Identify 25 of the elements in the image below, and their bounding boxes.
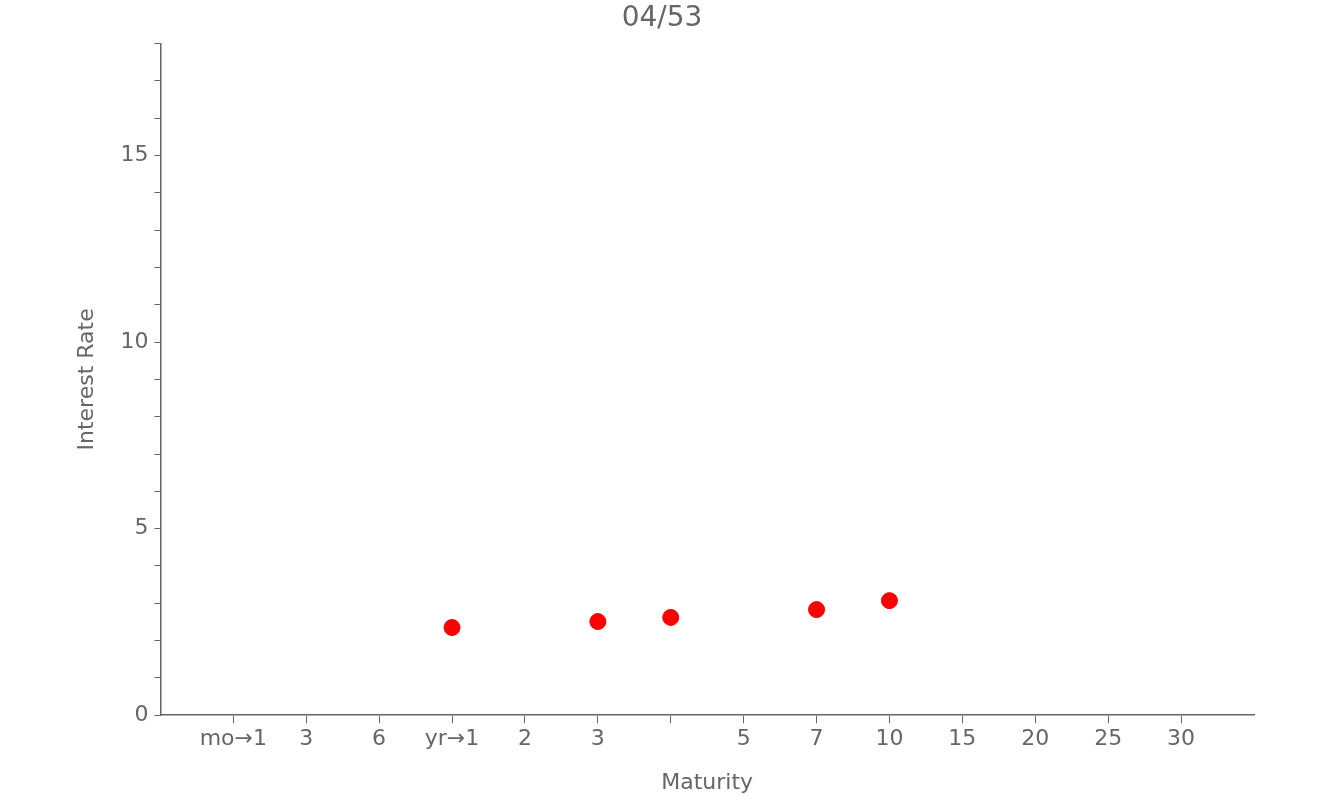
y-tick-label: 15 xyxy=(120,141,149,167)
point xyxy=(880,592,898,610)
x-tick-label: mo→1 xyxy=(199,725,267,751)
x-axis-title: Maturity xyxy=(661,768,754,794)
y-tick-label: 5 xyxy=(134,514,149,540)
y-tick-label: 10 xyxy=(120,327,149,353)
x-tick-label: 30 xyxy=(1167,725,1196,751)
x-tick-label: yr→1 xyxy=(424,725,480,751)
x-tick-label: 20 xyxy=(1021,725,1050,751)
x-tick-label: 6 xyxy=(372,725,387,751)
point xyxy=(589,613,607,631)
x-tick-label: 15 xyxy=(948,725,977,751)
x-tick-label: 3 xyxy=(299,725,314,751)
y-axis-title: Interest Rate xyxy=(72,308,98,451)
point xyxy=(443,619,461,637)
x-tick-label: 10 xyxy=(875,725,904,751)
x-tick-label: 3 xyxy=(590,725,605,751)
y-tick-label: 0 xyxy=(134,700,149,726)
chart-title: 04/53 xyxy=(621,0,703,34)
x-tick-label: 2 xyxy=(517,725,532,751)
x-tick-label: 5 xyxy=(736,725,751,751)
x-tick-label: 7 xyxy=(809,725,824,751)
point xyxy=(662,608,680,626)
x-tick-label: 25 xyxy=(1094,725,1123,751)
point xyxy=(808,601,826,619)
